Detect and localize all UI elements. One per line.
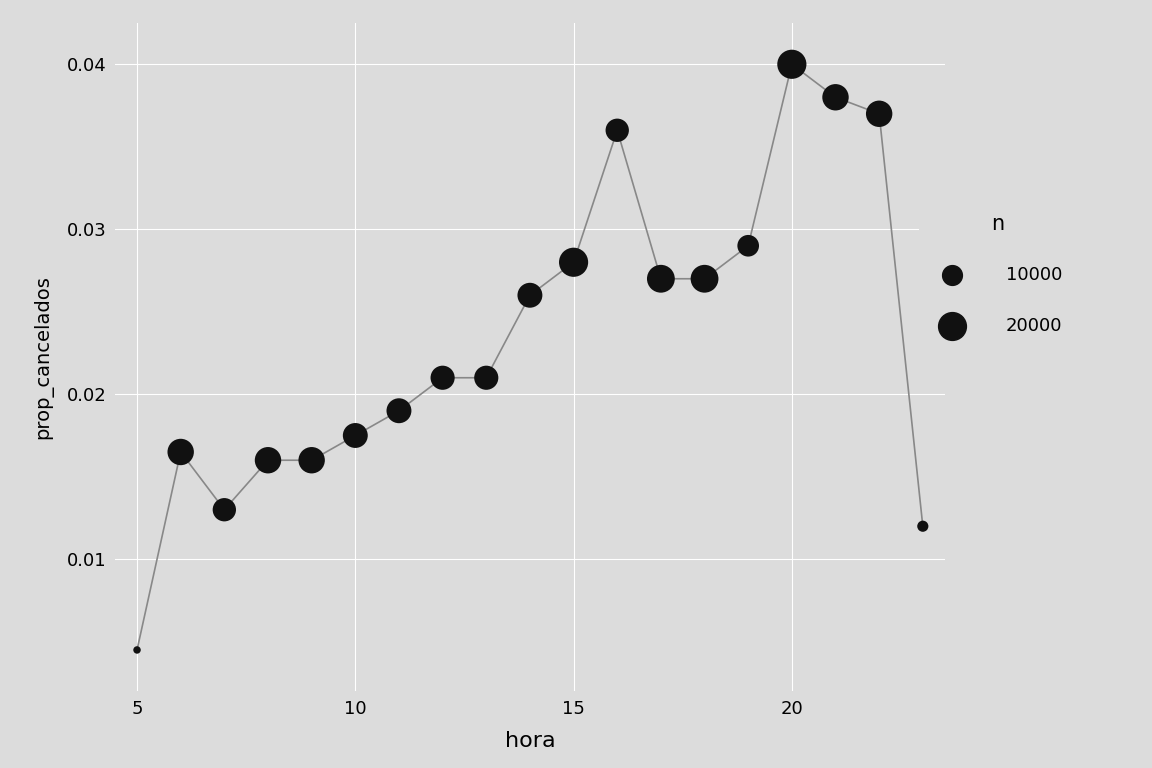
Point bbox=[215, 504, 234, 516]
Point bbox=[477, 372, 495, 384]
Point bbox=[433, 372, 452, 384]
Point bbox=[172, 446, 190, 458]
Point bbox=[870, 108, 888, 120]
Point bbox=[826, 91, 844, 104]
Point bbox=[128, 644, 146, 656]
Point bbox=[696, 273, 714, 285]
Point bbox=[738, 240, 757, 252]
Y-axis label: prop_cancelados: prop_cancelados bbox=[33, 275, 53, 439]
Point bbox=[914, 520, 932, 532]
Point bbox=[782, 58, 801, 71]
X-axis label: hora: hora bbox=[505, 731, 555, 751]
Point bbox=[346, 429, 364, 442]
Legend: 10000, 20000: 10000, 20000 bbox=[919, 199, 1077, 349]
Point bbox=[303, 454, 321, 466]
Point bbox=[389, 405, 408, 417]
Point bbox=[564, 256, 583, 268]
Point bbox=[608, 124, 627, 137]
Point bbox=[521, 289, 539, 301]
Point bbox=[259, 454, 278, 466]
Point bbox=[652, 273, 670, 285]
